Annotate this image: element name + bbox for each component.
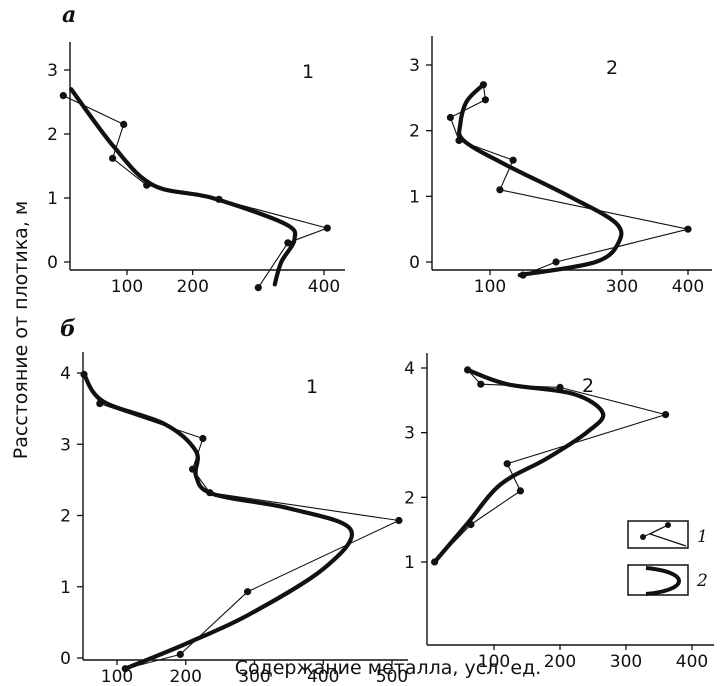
data-point bbox=[395, 516, 403, 525]
y-axis-title: Расстояние от плотика, м bbox=[10, 201, 32, 460]
section-label-a: а bbox=[62, 2, 76, 28]
x-tick-label: 300 bbox=[606, 277, 638, 297]
panel-number: 1 bbox=[302, 61, 314, 83]
x-tick-label: 300 bbox=[238, 667, 270, 686]
series-thin-line bbox=[83, 374, 400, 670]
y-tick-label: 3 bbox=[47, 61, 58, 81]
series-thick-curve bbox=[457, 82, 624, 278]
data-point bbox=[120, 120, 128, 128]
x-tick-label: 200 bbox=[544, 652, 576, 672]
y-tick-label: 1 bbox=[409, 187, 420, 207]
y-tick-label: 1 bbox=[47, 189, 58, 209]
legend-item-2: 2 bbox=[627, 564, 708, 596]
x-tick-label: 100 bbox=[478, 652, 510, 672]
data-point bbox=[176, 650, 184, 659]
y-tick-label: 4 bbox=[60, 364, 71, 384]
x-tick-label: 100 bbox=[474, 277, 506, 297]
data-point bbox=[503, 460, 511, 468]
data-point bbox=[496, 186, 504, 194]
data-point bbox=[481, 96, 489, 104]
series-thin-line bbox=[449, 84, 689, 276]
data-point bbox=[516, 487, 525, 495]
data-point bbox=[109, 154, 117, 162]
data-point bbox=[552, 258, 560, 266]
x-tick-label: 400 bbox=[307, 667, 339, 686]
y-tick-label: 0 bbox=[60, 649, 71, 669]
data-point bbox=[509, 156, 517, 164]
y-tick-label: 3 bbox=[60, 435, 71, 455]
y-tick-label: 1 bbox=[60, 578, 71, 598]
x-tick-label: 500 bbox=[376, 667, 408, 686]
data-point bbox=[477, 380, 485, 388]
data-point bbox=[244, 588, 252, 596]
y-tick-label: 1 bbox=[404, 553, 415, 573]
x-tick-label: 400 bbox=[308, 277, 340, 297]
series-thick-curve bbox=[432, 367, 606, 565]
x-tick-label: 100 bbox=[111, 277, 143, 297]
section-label-b: б bbox=[60, 316, 76, 342]
y-tick-label: 3 bbox=[404, 424, 415, 444]
x-tick-label: 200 bbox=[170, 667, 202, 686]
legend-point bbox=[640, 534, 646, 540]
panel-number: 2 bbox=[606, 57, 618, 79]
data-point bbox=[59, 92, 67, 100]
data-point bbox=[199, 434, 207, 443]
panel-b2: 1 2 3 4 100 200 300 400 2 bbox=[404, 353, 714, 672]
series-thick-curve bbox=[81, 372, 355, 671]
x-tick-label: 400 bbox=[676, 652, 708, 672]
y-tick-label: 2 bbox=[47, 125, 58, 145]
data-point bbox=[446, 113, 454, 122]
legend-symbol-thick bbox=[645, 566, 681, 596]
data-point bbox=[254, 284, 262, 292]
legend-label-2: 2 bbox=[696, 571, 708, 591]
data-point bbox=[684, 225, 692, 233]
y-tick-label: 0 bbox=[47, 253, 58, 273]
y-tick-label: 2 bbox=[409, 122, 420, 142]
legend-point bbox=[665, 522, 671, 528]
legend: 1 2 bbox=[627, 520, 708, 596]
data-point bbox=[323, 224, 331, 232]
legend-label-1: 1 bbox=[697, 527, 708, 547]
series-thin-line bbox=[63, 95, 328, 288]
y-tick-label: 3 bbox=[409, 56, 420, 76]
legend-symbol-thin bbox=[642, 524, 687, 547]
y-tick-label: 2 bbox=[404, 488, 415, 508]
data-point bbox=[662, 411, 670, 419]
y-tick-label: 2 bbox=[60, 507, 71, 527]
y-tick-label: 0 bbox=[409, 253, 420, 273]
legend-item-1: 1 bbox=[627, 520, 708, 549]
panel-a2: 0 1 2 3 100 300 400 2 bbox=[409, 36, 712, 297]
legend-box-2 bbox=[627, 564, 689, 596]
panel-number: 2 bbox=[582, 375, 594, 397]
panel-number: 1 bbox=[306, 376, 318, 398]
y-tick-label: 4 bbox=[404, 359, 415, 379]
x-tick-label: 300 bbox=[610, 652, 642, 672]
panel-a1: 0 1 2 3 100 200 400 1 bbox=[47, 42, 345, 297]
data-point bbox=[284, 239, 292, 247]
legend-box-1 bbox=[627, 520, 689, 549]
series-thin-line bbox=[434, 369, 667, 563]
x-tick-label: 200 bbox=[176, 277, 208, 297]
chart-panels: 0 1 2 3 100 200 400 1 0 1 2 3 100 300 400 2 0 1 2 3 4 100 200 3… bbox=[47, 36, 714, 686]
x-axis-title: Содержание металла, усл. ед. bbox=[235, 657, 542, 679]
series-thick-curve bbox=[69, 87, 298, 287]
x-tick-label: 400 bbox=[672, 277, 704, 297]
